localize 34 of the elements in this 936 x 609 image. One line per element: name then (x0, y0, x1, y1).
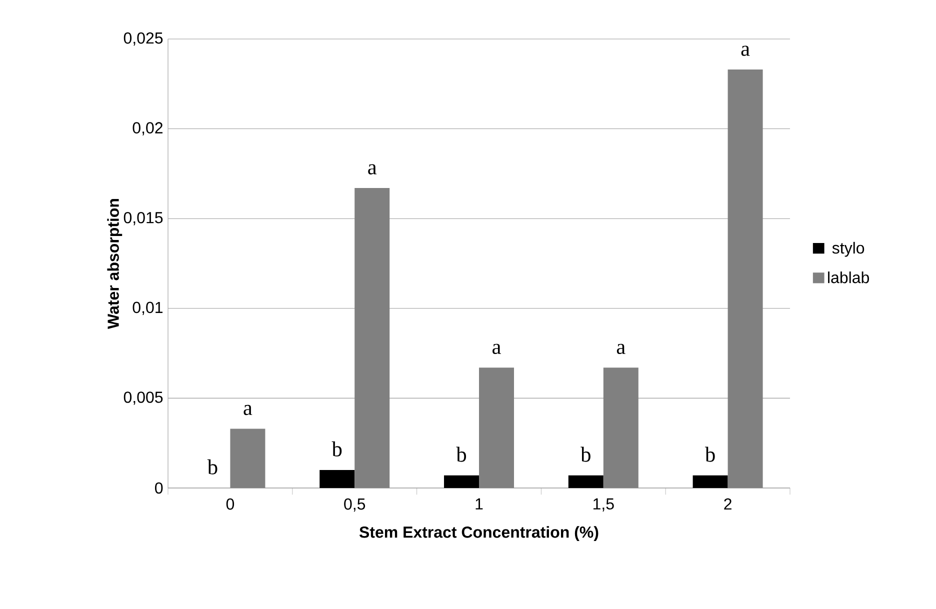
annotation: b (207, 459, 218, 474)
x-axis-title: Stem Extract Concentration (%) (359, 526, 598, 542)
annotation: b (456, 446, 466, 462)
legend-label: stylo (832, 242, 864, 257)
bar (230, 428, 266, 488)
x-tick-label: 0,5 (344, 498, 366, 512)
bar (568, 475, 604, 488)
bar (479, 368, 514, 488)
legend-label: lablab (828, 271, 869, 284)
annotation: a (244, 404, 252, 416)
y-tick-label: 0,015 (124, 212, 163, 226)
x-tick-label: 1,5 (593, 498, 614, 512)
annotation: b (580, 446, 590, 462)
y-tick-label: 0,005 (124, 392, 163, 405)
annotation: b (704, 446, 715, 462)
x-tick-label: 2 (724, 498, 732, 510)
annotation: a (492, 344, 501, 354)
y-tick-label: 0,01 (132, 302, 163, 315)
y-tick-label: 0 (155, 482, 163, 494)
bar (603, 368, 638, 488)
bar (354, 188, 390, 488)
x-tick-label: 0 (226, 498, 234, 510)
annotation: a (368, 164, 377, 174)
annotation: a (741, 46, 750, 56)
x-tick-label: 1 (476, 498, 483, 510)
bar (444, 475, 479, 488)
bar (728, 70, 763, 488)
annotation: b (332, 441, 342, 456)
annotation: a (616, 344, 626, 354)
bar (320, 470, 355, 488)
y-tick-label: 0,025 (124, 32, 163, 46)
y-axis-title: Water absorption (107, 199, 122, 329)
bar (692, 475, 728, 488)
y-tick-label: 0,02 (132, 122, 162, 136)
